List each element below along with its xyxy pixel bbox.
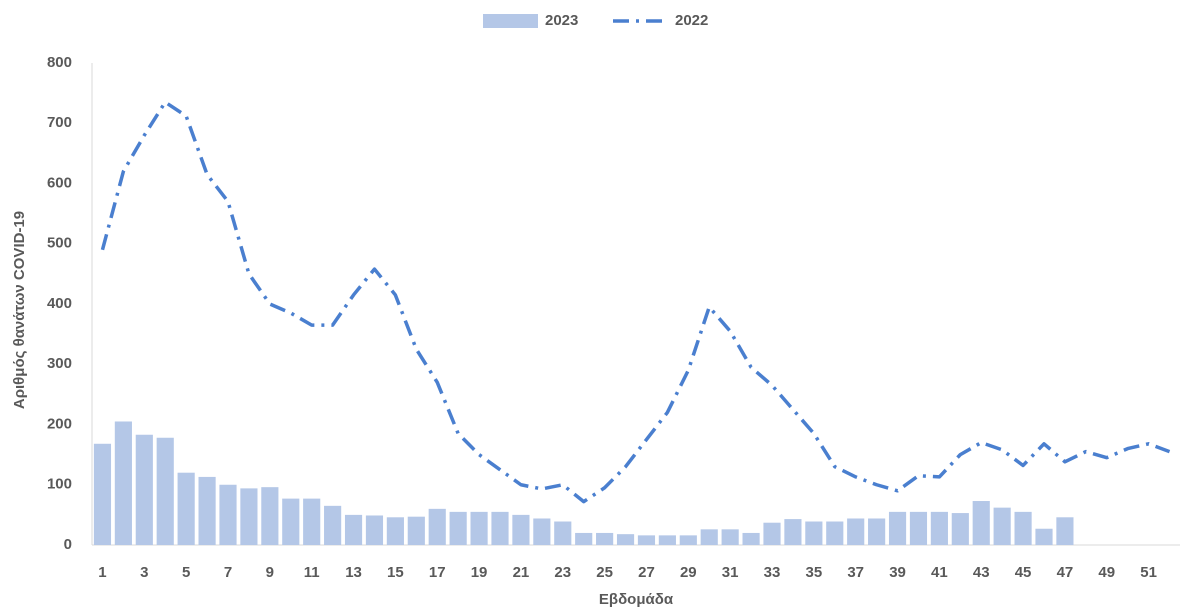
bar bbox=[240, 488, 258, 545]
x-tick-label: 13 bbox=[345, 564, 362, 581]
y-tick-label: 200 bbox=[47, 415, 72, 432]
x-tick-label: 51 bbox=[1140, 564, 1157, 581]
bar bbox=[177, 472, 195, 545]
x-tick-label: 27 bbox=[638, 564, 655, 581]
x-tick-label: 7 bbox=[224, 564, 232, 581]
bar bbox=[847, 518, 865, 545]
x-tick-label: 45 bbox=[1015, 564, 1032, 581]
x-tick-label: 21 bbox=[513, 564, 530, 581]
bar bbox=[365, 515, 384, 545]
y-tick-label: 300 bbox=[47, 355, 72, 372]
bar bbox=[909, 511, 928, 545]
bar bbox=[993, 507, 1011, 545]
bar bbox=[344, 514, 363, 545]
x-tick-label: 3 bbox=[140, 564, 148, 581]
x-tick-label: 33 bbox=[764, 564, 781, 581]
legend-swatch bbox=[483, 14, 538, 28]
bar bbox=[763, 522, 781, 545]
bar bbox=[575, 532, 593, 545]
bar bbox=[805, 521, 823, 545]
bar bbox=[826, 521, 844, 545]
bar bbox=[930, 511, 948, 545]
y-tick-label: 600 bbox=[47, 174, 72, 191]
bar bbox=[135, 434, 153, 545]
x-axis-label: Εβδομάδα bbox=[599, 591, 674, 608]
bar bbox=[219, 484, 237, 545]
bar bbox=[407, 516, 425, 545]
x-tick-label: 19 bbox=[471, 564, 488, 581]
bar bbox=[282, 498, 300, 545]
bar bbox=[470, 511, 488, 545]
y-tick-label: 800 bbox=[47, 54, 72, 71]
bar bbox=[303, 498, 321, 545]
x-tick-label: 49 bbox=[1098, 564, 1115, 581]
x-tick-label: 23 bbox=[554, 564, 571, 581]
y-tick-label: 400 bbox=[47, 295, 72, 312]
y-tick-label: 100 bbox=[47, 476, 72, 493]
line bbox=[100, 100, 1171, 504]
x-tick-label: 1 bbox=[98, 564, 106, 581]
bar bbox=[888, 511, 907, 545]
bar bbox=[721, 529, 739, 545]
bar bbox=[386, 517, 404, 545]
bar bbox=[533, 518, 551, 545]
bar bbox=[868, 518, 886, 545]
bar bbox=[784, 519, 802, 545]
bar bbox=[1056, 517, 1074, 545]
x-tick-label: 11 bbox=[304, 564, 320, 581]
x-tick-label: 43 bbox=[973, 564, 990, 581]
bar bbox=[554, 521, 572, 545]
x-tick-label: 25 bbox=[596, 564, 613, 581]
y-tick-label: 0 bbox=[64, 536, 72, 553]
bar bbox=[742, 532, 760, 545]
bar bbox=[491, 511, 509, 545]
x-tick-label: 41 bbox=[931, 564, 948, 581]
legend-label: 2022 bbox=[675, 12, 708, 29]
bar bbox=[1035, 528, 1053, 545]
bar bbox=[679, 535, 697, 545]
bar bbox=[261, 487, 279, 545]
bar bbox=[596, 532, 614, 545]
x-tick-label: 9 bbox=[266, 564, 274, 581]
bar bbox=[93, 443, 112, 545]
bar bbox=[512, 514, 530, 545]
bar bbox=[700, 529, 718, 545]
bar bbox=[324, 505, 342, 545]
bar bbox=[951, 513, 969, 545]
x-tick-label: 47 bbox=[1057, 564, 1074, 581]
y-axis-label: Αριθμός θανάτων COVID-19 bbox=[11, 211, 28, 409]
x-tick-label: 35 bbox=[806, 564, 823, 581]
y-tick-label: 700 bbox=[47, 114, 72, 131]
x-tick-label: 39 bbox=[889, 564, 906, 581]
bar bbox=[114, 421, 132, 545]
x-tick-label: 29 bbox=[680, 564, 697, 581]
bar bbox=[156, 437, 174, 545]
x-tick-label: 5 bbox=[182, 564, 190, 581]
x-tick-label: 17 bbox=[429, 564, 446, 581]
bar bbox=[658, 535, 676, 545]
bar bbox=[972, 501, 990, 545]
y-tick-label: 500 bbox=[47, 235, 72, 252]
x-tick-label: 31 bbox=[722, 564, 739, 581]
bar bbox=[198, 476, 216, 545]
x-tick-label: 15 bbox=[387, 564, 404, 581]
x-tick-label: 37 bbox=[847, 564, 864, 581]
bar bbox=[449, 511, 467, 545]
legend-label: 2023 bbox=[545, 12, 578, 29]
bar bbox=[1014, 511, 1032, 545]
bar bbox=[428, 508, 446, 545]
bar bbox=[637, 535, 656, 545]
bar bbox=[616, 534, 635, 545]
